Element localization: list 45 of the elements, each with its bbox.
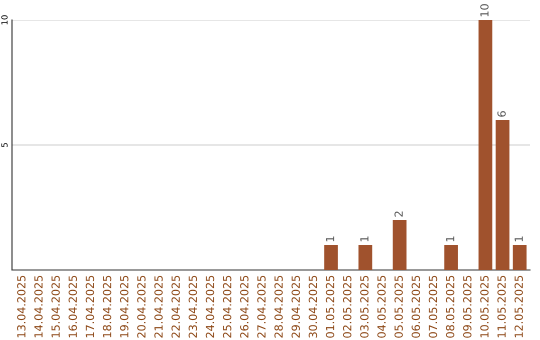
x-tick-label: 26.04.2025 bbox=[240, 276, 248, 338]
x-tick-label: 30.04.2025 bbox=[308, 276, 318, 338]
data-label: 1 bbox=[514, 236, 523, 242]
x-tick-label: 19.04.2025 bbox=[120, 276, 128, 338]
bar bbox=[358, 245, 372, 270]
bar bbox=[478, 20, 492, 270]
x-tick-label: 16.04.2025 bbox=[68, 276, 77, 338]
x-tick-label: 17.04.2025 bbox=[86, 276, 94, 338]
bar bbox=[496, 120, 510, 270]
x-tick-label: 13.04.2025 bbox=[17, 276, 26, 338]
data-label: 10 bbox=[480, 4, 489, 16]
x-tick-label: 11.05.2025 bbox=[497, 276, 506, 338]
x-tick-label: 09.05.2025 bbox=[463, 276, 472, 338]
x-tick-label: 29.04.2025 bbox=[292, 276, 300, 338]
bar bbox=[392, 220, 407, 270]
x-tick-label: 03.05.2025 bbox=[360, 276, 369, 338]
data-label: 2 bbox=[394, 212, 403, 217]
x-tick-label: 27.04.2025 bbox=[257, 276, 266, 338]
x-tick-label: 04.05.2025 bbox=[377, 276, 386, 338]
data-label: 1 bbox=[326, 236, 334, 242]
bar bbox=[324, 245, 338, 270]
bar bbox=[444, 245, 458, 270]
x-tick-label: 21.04.2025 bbox=[154, 276, 163, 338]
x-tick-label: 18.04.2025 bbox=[102, 276, 112, 338]
x-tick-label: 01.05.2025 bbox=[326, 276, 334, 338]
x-tick-label: 02.05.2025 bbox=[343, 276, 352, 338]
x-tick-label: 05.05.2025 bbox=[394, 276, 403, 338]
x-tick-label: 15.04.2025 bbox=[51, 276, 60, 338]
bar bbox=[512, 245, 527, 270]
x-tick-label: 24.04.2025 bbox=[206, 276, 214, 338]
x-tick-label: 23.04.2025 bbox=[188, 276, 198, 338]
x-tick-label: 22.04.2025 bbox=[171, 276, 180, 338]
data-label: 1 bbox=[360, 236, 368, 242]
x-tick-label: 06.05.2025 bbox=[412, 276, 420, 338]
data-label: 1 bbox=[446, 236, 454, 242]
x-tick-label: 10.05.2025 bbox=[480, 276, 489, 338]
x-tick-label: 25.04.2025 bbox=[222, 276, 232, 338]
y-tick-label: 5 bbox=[1, 143, 8, 148]
x-tick-label: 14.04.2025 bbox=[34, 276, 43, 338]
x-tick-label: 08.05.2025 bbox=[446, 276, 454, 338]
x-tick-label: 12.05.2025 bbox=[514, 276, 523, 338]
x-tick-label: 28.04.2025 bbox=[274, 276, 283, 338]
data-label: 6 bbox=[497, 111, 506, 117]
x-tick-label: 07.05.2025 bbox=[428, 276, 438, 338]
x-tick-label: 20.04.2025 bbox=[137, 276, 146, 338]
